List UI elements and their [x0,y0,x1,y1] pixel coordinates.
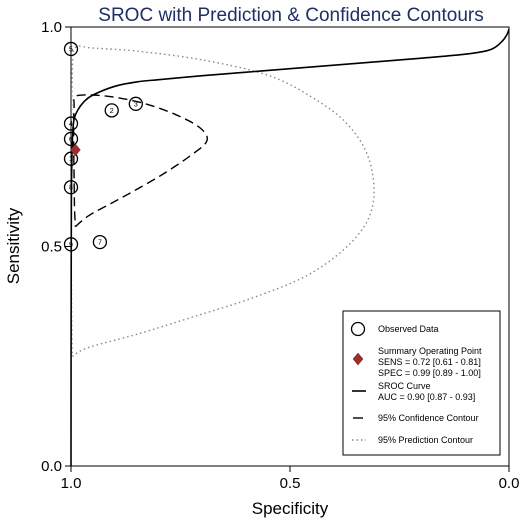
y-tick-label: 0.0 [41,458,62,475]
observed-point-circle [128,96,143,111]
legend-summary-spec: SPEC = 0.99 [0.89 - 1.00] [378,368,481,378]
observed-point-label: 6 [69,136,73,143]
observed-point-label: 3 [134,101,138,108]
observed-point: 3 [128,96,143,111]
confidence-contour-line [72,94,208,228]
y-tick-label: 0.5 [41,239,62,256]
observed-point-circle [63,237,79,252]
x-axis-label: Specificity [252,499,329,518]
observed-point: 4 [63,116,79,131]
legend-summary-sens: SENS = 0.72 [0.61 - 0.81] [378,357,481,367]
observed-point-label: 5 [69,46,73,53]
legend-prediction-label: 95% Prediction Contour [378,435,473,445]
legend-observed-marker [350,321,366,337]
observed-point-label: 1 [69,156,73,163]
observed-point-label: 2 [110,108,114,115]
summary-operating-point-marker [70,143,81,157]
observed-point-circle [63,116,79,131]
legend-summary-marker [352,352,364,366]
observed-point-circle [63,180,79,195]
observed-point-label: 8 [69,185,73,192]
chart-title: SROC with Prediction & Confidence Contou… [98,5,483,26]
observed-point: 1 [63,151,79,166]
observed-point: 7 [92,234,108,250]
legend-sroc-title: SROC Curve [378,381,431,391]
y-axis-label: Sensitivity [4,207,23,284]
observed-point-label: 9 [69,242,73,249]
observed-point: 9 [63,237,79,252]
observed-point-circle [63,151,79,166]
observed-point: 5 [63,41,79,57]
legend-confidence-label: 95% Confidence Contour [378,413,479,423]
observed-data-points: 5 2 3 4 6 1 8 9 7 [63,41,143,252]
x-tick-label: 1.0 [61,475,82,492]
legend-summary-title: Summary Operating Point [378,346,482,356]
x-tick-label: 0.5 [280,475,301,492]
observed-point-circle [92,234,108,250]
x-tick-label: 0.0 [499,475,520,492]
sroc-curve-line [70,28,510,467]
observed-point-label: 4 [69,121,73,128]
observed-point-circle [63,41,79,57]
legend-box [342,310,501,456]
legend-observed-label: Observed Data [378,324,439,334]
observed-point-label: 7 [98,240,102,247]
observed-point: 6 [63,131,79,147]
observed-point: 2 [104,103,119,118]
y-tick-label: 1.0 [41,19,62,36]
y-axis: 0.0 0.5 1.0 [41,19,71,475]
observed-point-circle [63,131,79,147]
x-axis: 1.0 0.5 0.0 [61,466,520,492]
observed-point-circle [104,103,119,118]
observed-point: 8 [63,180,79,195]
legend: Observed Data Summary Operating Point SE… [342,310,501,456]
legend-sroc-auc: AUC = 0.90 [0.87 - 0.93] [378,392,475,402]
